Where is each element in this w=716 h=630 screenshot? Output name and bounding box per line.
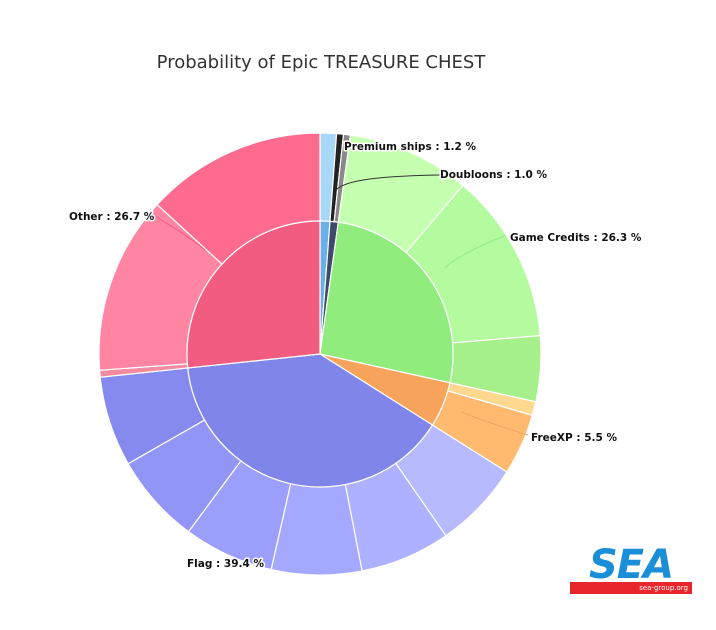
connector-freexp	[461, 411, 529, 436]
slice-labels: Premium ships : 1.2 % Doubloons : 1.0 % …	[68, 140, 644, 572]
connector-credits	[444, 235, 506, 269]
logo-subtext: sea-group.org	[639, 584, 688, 592]
label-connectors	[151, 174, 529, 436]
label-doubloons: Doubloons : 1.0 %	[440, 169, 547, 181]
label-flag: Flag : 39.4 %	[187, 558, 264, 570]
inner-pie	[186, 220, 454, 488]
label-premium: Premium ships : 1.2 %	[344, 141, 476, 153]
logo-bar	[570, 582, 692, 594]
connector-doubloons	[335, 174, 441, 191]
chart-title: Probability of Epic TREASURE CHEST	[156, 52, 486, 73]
logo-text: SEA	[588, 542, 674, 588]
inner-slice-other-5	[186, 220, 321, 369]
inner-slice-flag-4	[187, 353, 434, 488]
label-freexp: FreeXP : 5.5 %	[531, 432, 617, 444]
outer-ring	[98, 132, 542, 576]
connector-other	[151, 213, 206, 251]
label-credits: Game Credits : 26.3 %	[510, 232, 642, 244]
sea-logo: SEA sea-group.org	[570, 542, 692, 596]
label-other: Other : 26.7 %	[69, 211, 155, 223]
inner-slice-game-credits-2	[319, 221, 454, 384]
